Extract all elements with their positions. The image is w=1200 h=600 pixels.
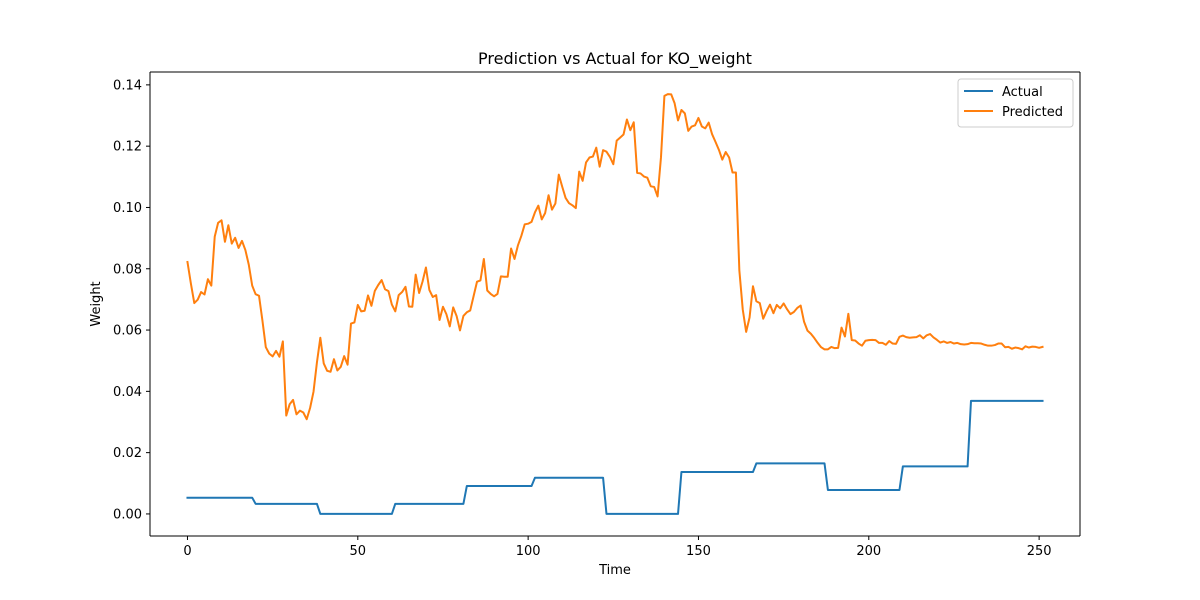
y-tick-label: 0.00 [113, 507, 142, 522]
chart-title: Prediction vs Actual for KO_weight [478, 49, 752, 69]
legend-label-actual: Actual [1002, 85, 1043, 100]
series-line-actual [186, 399, 1044, 515]
x-tick-label: 150 [686, 544, 711, 559]
series-line-predicted [186, 93, 1044, 421]
y-tick-label: 0.04 [113, 385, 142, 400]
y-tick-label: 0.10 [113, 201, 142, 216]
series-layer [186, 93, 1044, 515]
x-tick-label: 50 [350, 544, 367, 559]
y-tick-label: 0.08 [113, 262, 142, 277]
y-tick-label: 0.02 [113, 446, 142, 461]
legend-label-predicted: Predicted [1002, 105, 1063, 120]
y-tick-label: 0.12 [113, 140, 142, 155]
x-axis-label: Time [598, 563, 631, 578]
x-tick-label: 200 [856, 544, 881, 559]
y-axis-label: Weight [89, 281, 104, 326]
x-tick-label: 250 [1027, 544, 1052, 559]
axes-frame [149, 71, 1081, 537]
y-tick-label: 0.14 [113, 78, 142, 93]
y-tick-label: 0.06 [113, 324, 142, 339]
x-tick-label: 0 [183, 544, 191, 559]
y-axis-ticks: 0.00 0.02 0.04 0.06 0.08 0.10 0.12 0.14 [113, 78, 150, 522]
legend: Actual Predicted [957, 78, 1074, 128]
x-tick-label: 100 [516, 544, 541, 559]
x-axis-ticks: 0 50 100 150 200 250 [183, 536, 1052, 559]
